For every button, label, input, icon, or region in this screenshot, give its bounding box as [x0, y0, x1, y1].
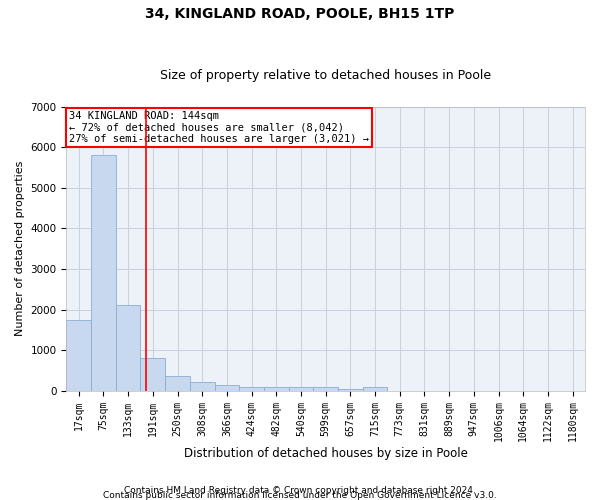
Bar	[264, 388, 289, 390]
Bar	[67, 320, 91, 390]
Text: Contains public sector information licensed under the Open Government Licence v3: Contains public sector information licen…	[103, 491, 497, 500]
Y-axis label: Number of detached properties: Number of detached properties	[15, 161, 25, 336]
Bar	[215, 384, 239, 390]
Bar	[91, 156, 116, 390]
Text: 34 KINGLAND ROAD: 144sqm
← 72% of detached houses are smaller (8,042)
27% of sem: 34 KINGLAND ROAD: 144sqm ← 72% of detach…	[69, 111, 369, 144]
Bar	[165, 376, 190, 390]
Bar	[190, 382, 215, 390]
Title: Size of property relative to detached houses in Poole: Size of property relative to detached ho…	[160, 69, 491, 82]
Text: 34, KINGLAND ROAD, POOLE, BH15 1TP: 34, KINGLAND ROAD, POOLE, BH15 1TP	[145, 8, 455, 22]
X-axis label: Distribution of detached houses by size in Poole: Distribution of detached houses by size …	[184, 447, 467, 460]
Bar	[338, 388, 363, 390]
Bar	[313, 388, 338, 390]
Bar	[140, 358, 165, 390]
Bar	[116, 306, 140, 390]
Bar	[363, 386, 388, 390]
Text: Contains HM Land Registry data © Crown copyright and database right 2024.: Contains HM Land Registry data © Crown c…	[124, 486, 476, 495]
Bar	[289, 386, 313, 390]
Bar	[239, 386, 264, 390]
